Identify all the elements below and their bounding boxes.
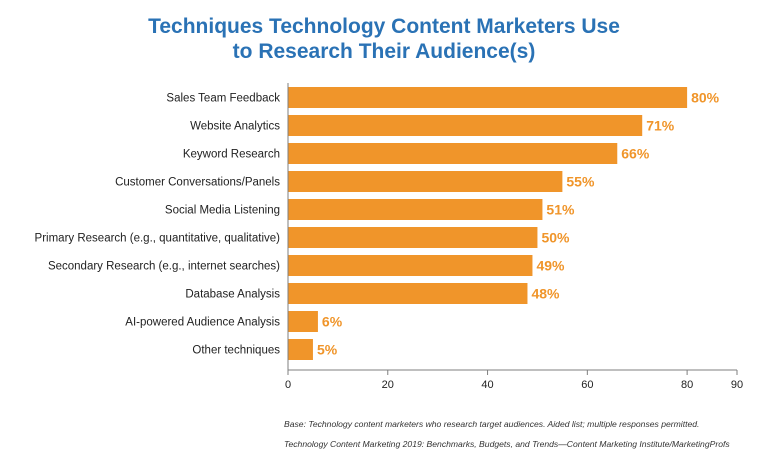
category-label: Database Analysis	[185, 289, 280, 301]
x-tick-label: 20	[382, 379, 394, 391]
value-label: 80%	[691, 90, 720, 106]
x-tick-label: 0	[285, 379, 291, 391]
category-label: AI-powered Audience Analysis	[125, 317, 280, 329]
bar	[288, 311, 318, 332]
category-label: Customer Conversations/Panels	[115, 177, 280, 189]
bar	[288, 143, 618, 164]
value-label: 48%	[531, 286, 560, 302]
category-label: Website Analytics	[190, 121, 280, 133]
bars-layer	[288, 87, 688, 360]
footnote-base: Base: Technology content marketers who r…	[284, 419, 700, 429]
bar	[288, 283, 528, 304]
bar	[288, 339, 313, 360]
bar	[288, 227, 538, 248]
value-label: 6%	[322, 314, 343, 330]
x-axis: 0 20 40 60 80 90	[285, 83, 743, 391]
chart-title-line-1: Techniques Technology Content Marketers …	[148, 15, 620, 38]
value-label: 5%	[317, 342, 338, 358]
category-labels: Sales Team Feedback Website Analytics Keyw…	[35, 93, 281, 357]
x-tick-label: 60	[581, 379, 593, 391]
bar	[288, 199, 543, 220]
footnote-source: Technology Content Marketing 2019: Bench…	[284, 439, 730, 449]
x-tick-label: 40	[481, 379, 493, 391]
x-tick-label: 90	[731, 379, 743, 391]
x-tick-label: 80	[681, 379, 693, 391]
category-label: Social Media Listening	[165, 205, 280, 217]
value-labels: 80% 71% 66% 55% 51% 50% 49% 48% 6% 5%	[317, 90, 720, 358]
category-label: Other techniques	[192, 345, 280, 357]
category-label: Primary Research (e.g., quantitative, qu…	[35, 233, 281, 245]
chart-title: Techniques Technology Content Marketers …	[0, 14, 768, 64]
category-label: Secondary Research (e.g., internet searc…	[48, 261, 280, 273]
value-label: 66%	[621, 146, 650, 162]
value-label: 50%	[541, 230, 570, 246]
bar	[288, 115, 643, 136]
bar	[288, 255, 533, 276]
category-label: Sales Team Feedback	[166, 93, 280, 105]
bar	[288, 171, 563, 192]
value-label: 71%	[646, 118, 675, 134]
value-label: 51%	[546, 202, 575, 218]
value-label: 55%	[566, 174, 595, 190]
bar	[288, 87, 688, 108]
value-label: 49%	[536, 258, 565, 274]
chart-title-line-2: to Research Their Audience(s)	[232, 40, 536, 63]
category-label: Keyword Research	[183, 149, 280, 161]
